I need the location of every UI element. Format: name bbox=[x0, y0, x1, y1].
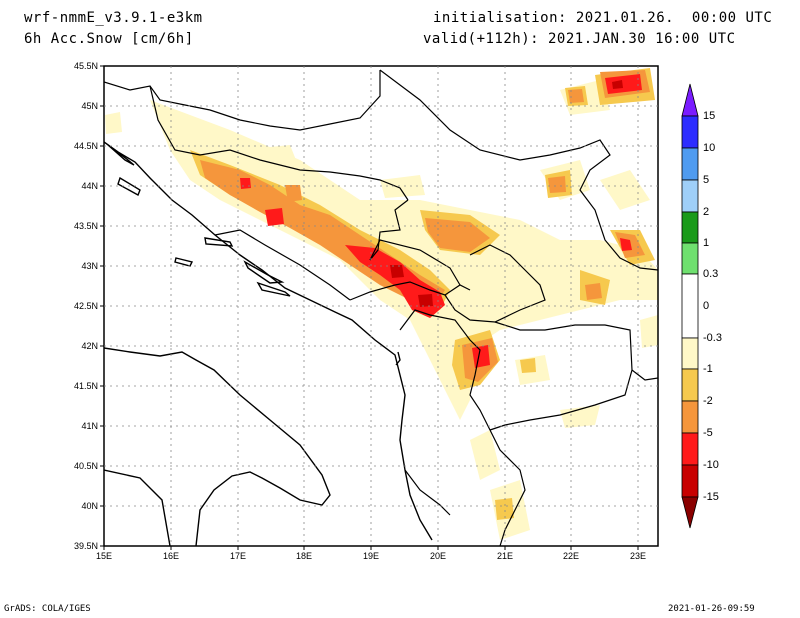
colorbar-label: -1 bbox=[703, 363, 713, 375]
lon-label: 22E bbox=[562, 551, 579, 561]
footer-credit: GrADS: COLA/IGES bbox=[4, 604, 91, 614]
colorbar-box-2-5 bbox=[681, 179, 699, 213]
colorbar-label: 0.3 bbox=[703, 268, 719, 280]
initialisation-label: initialisation: 2021.01.26. 00:00 UTC bbox=[433, 10, 773, 26]
lat-label: 43N bbox=[81, 261, 98, 271]
colorbar-label: 5 bbox=[703, 174, 710, 186]
lat-label: 40N bbox=[81, 501, 98, 511]
lon-label: 17E bbox=[229, 551, 246, 561]
colorbar-label: -10 bbox=[703, 459, 719, 471]
lat-label: 41.5N bbox=[73, 381, 98, 391]
variable-title: 6h Acc.Snow [cm/6h] bbox=[24, 31, 194, 47]
colorbar-box-neg1 bbox=[681, 368, 699, 402]
lon-label: 15E bbox=[95, 551, 112, 561]
model-title: wrf-nmmE_v3.9.1-e3km bbox=[24, 10, 203, 26]
lon-label: 19E bbox=[362, 551, 379, 561]
colorbar-top-arrow bbox=[681, 83, 699, 117]
lat-label: 44.5N bbox=[73, 141, 98, 151]
coastlines bbox=[104, 141, 433, 546]
colorbar-label: 10 bbox=[703, 142, 716, 154]
colorbar-box-03-1 bbox=[681, 242, 699, 275]
lat-label: 41N bbox=[81, 421, 98, 431]
lon-label: 16E bbox=[162, 551, 179, 561]
colorbar-label: -5 bbox=[703, 427, 713, 439]
colorbar-box-zero bbox=[681, 273, 699, 339]
colorbar-bottom-arrow bbox=[681, 496, 699, 529]
colorbar bbox=[681, 83, 699, 529]
colorbar-box-5-10 bbox=[681, 147, 699, 181]
colorbar-box-10-15 bbox=[681, 115, 699, 149]
colorbar-label: 1 bbox=[703, 237, 710, 249]
lat-label: 40.5N bbox=[73, 461, 98, 471]
gridlines bbox=[104, 66, 658, 546]
lon-label: 18E bbox=[295, 551, 312, 561]
lat-label: 42N bbox=[81, 341, 98, 351]
colorbar-label: -0.3 bbox=[703, 332, 722, 344]
country-borders bbox=[104, 69, 658, 546]
colorbar-box-neg10 bbox=[681, 464, 699, 498]
colorbar-box-neg03 bbox=[681, 337, 699, 370]
valid-time-label: valid(+112h): 2021.JAN.30 16:00 UTC bbox=[423, 31, 736, 47]
colorbar-label: -2 bbox=[703, 395, 713, 407]
lon-label: 20E bbox=[429, 551, 446, 561]
colorbar-label: -15 bbox=[703, 491, 719, 503]
colorbar-label: 15 bbox=[703, 110, 716, 122]
lat-label: 45.5N bbox=[73, 61, 98, 71]
footer-timestamp: 2021-01-26-09:59 bbox=[668, 604, 755, 614]
lon-label: 23E bbox=[629, 551, 646, 561]
colorbar-box-neg5 bbox=[681, 432, 699, 466]
lat-label: 43.5N bbox=[73, 221, 98, 231]
colorbar-box-1-2 bbox=[681, 211, 699, 244]
lon-label: 21E bbox=[496, 551, 513, 561]
colorbar-label: 2 bbox=[703, 206, 710, 218]
lat-label: 42.5N bbox=[73, 301, 98, 311]
lat-label: 44N bbox=[81, 181, 98, 191]
lat-label: 45N bbox=[81, 101, 98, 111]
colorbar-label: 0 bbox=[703, 300, 710, 312]
colorbar-box-neg2 bbox=[681, 400, 699, 434]
snow-field bbox=[105, 68, 658, 540]
lat-label: 39.5N bbox=[73, 541, 98, 551]
axis-ticks bbox=[100, 65, 639, 550]
